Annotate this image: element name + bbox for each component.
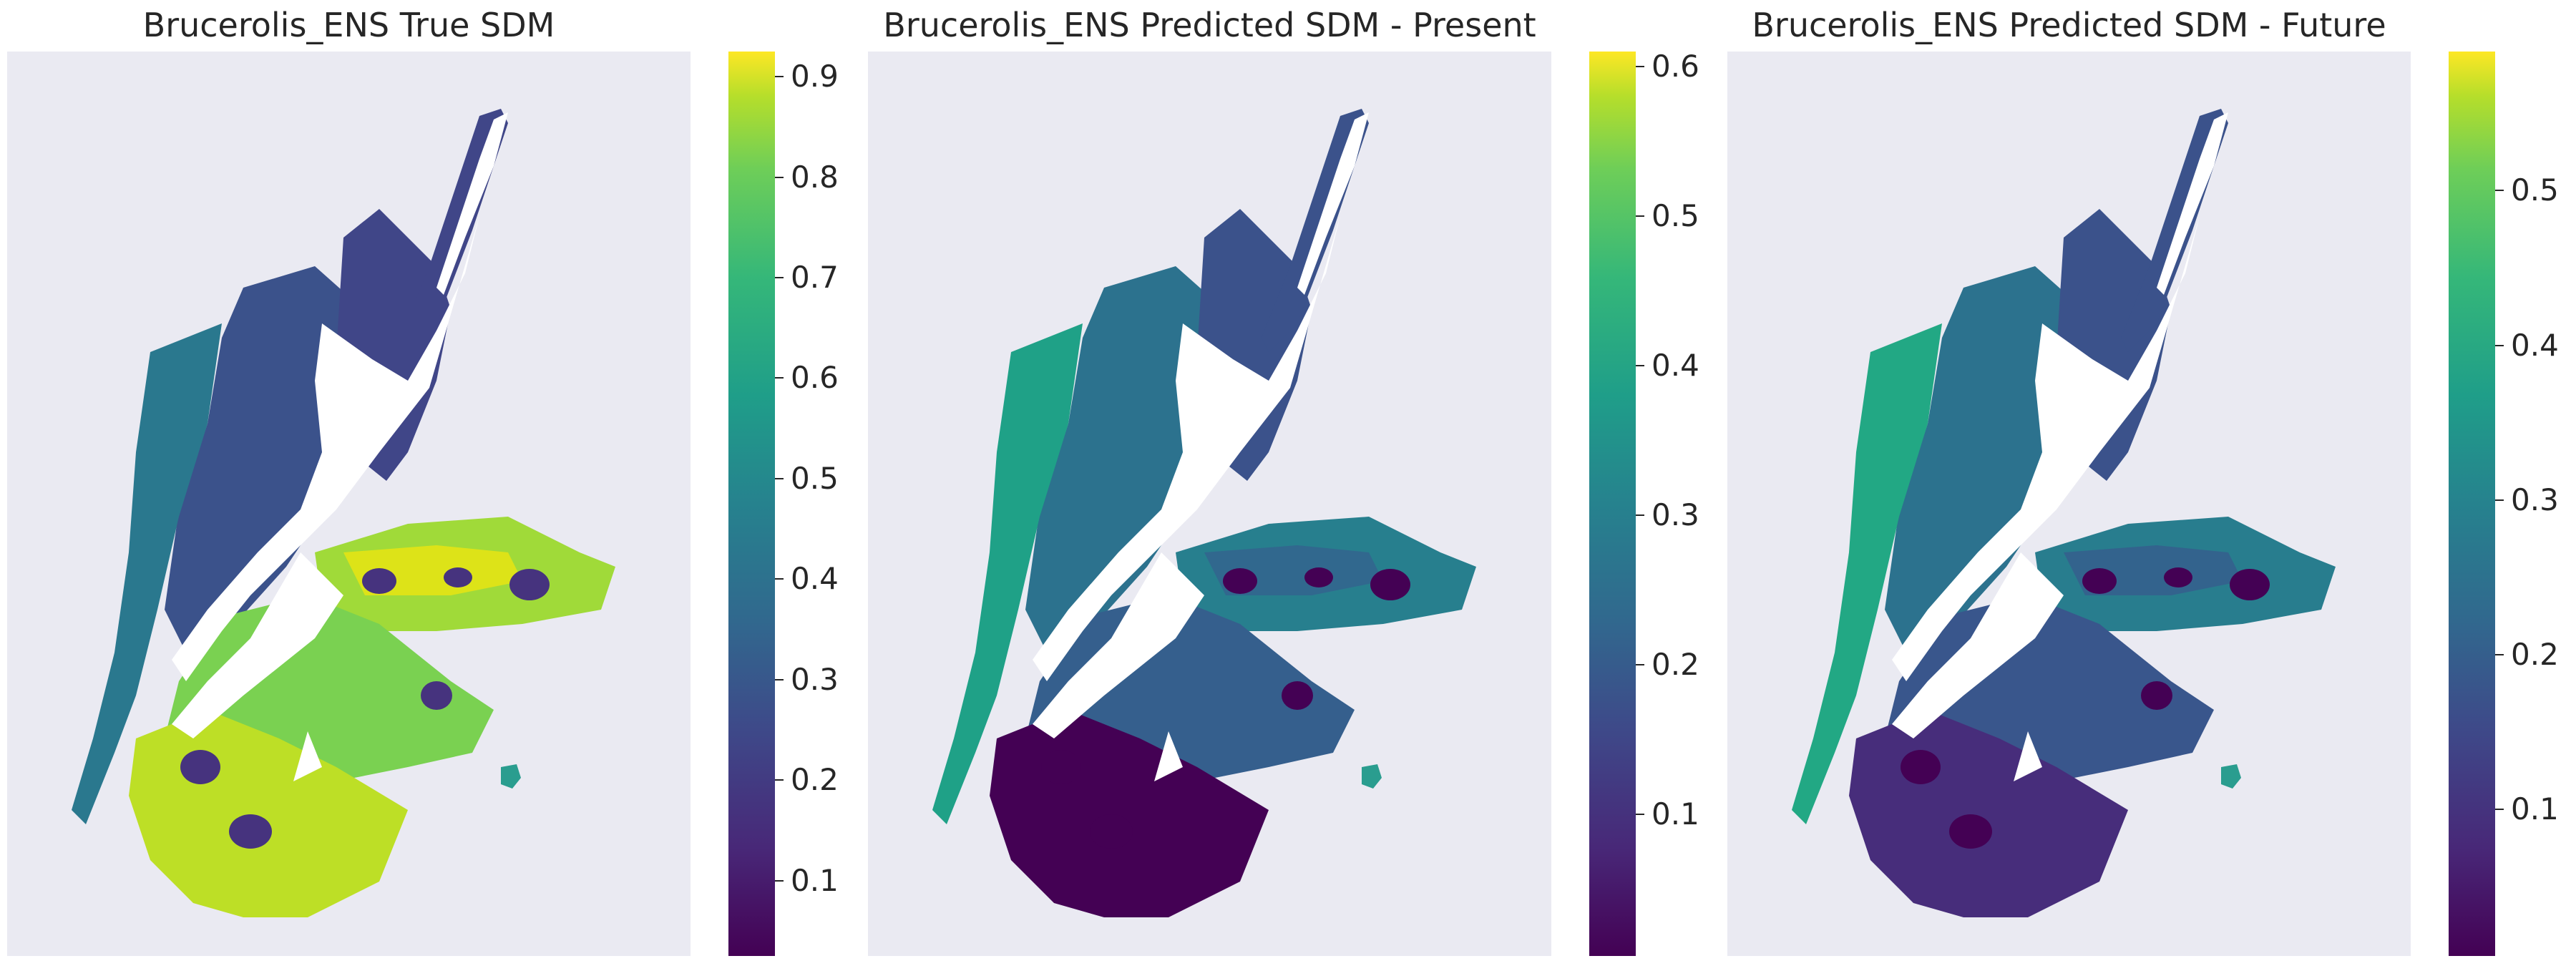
colorbar-tick-label: 0.5	[2511, 172, 2559, 208]
map-future-svg	[1792, 109, 2336, 917]
colorbar-tick-mark	[775, 377, 784, 379]
sdm-low-spot	[1949, 814, 1992, 849]
colorbar-ticks-present: 0.1 0.2 0.3 0.4 0.5 0.6	[1636, 49, 1736, 956]
sdm-low-spot	[2230, 569, 2270, 600]
map-true-sdm-svg	[72, 109, 615, 917]
panel-title-present: Brucerolis_ENS Predicted SDM - Present	[883, 6, 1536, 44]
sdm-low-spot	[444, 567, 472, 587]
colorbar-tick-mark	[775, 879, 784, 882]
colorbar-tick-mark	[1636, 65, 1644, 67]
sdm-low-spot	[1041, 750, 1081, 784]
colorbar-true	[728, 52, 775, 956]
land-mass	[1297, 112, 1369, 295]
panel-title-future: Brucerolis_ENS Predicted SDM - Future	[1752, 6, 2386, 44]
map-true-sdm	[7, 52, 691, 956]
sdm-low-spot	[1304, 567, 1333, 587]
sdm-low-spot	[509, 569, 550, 600]
sdm-low-spot	[1282, 681, 1313, 710]
map-predicted-future	[1727, 52, 2411, 956]
colorbar-ticks-true: 0.1 0.2 0.3 0.4 0.5 0.6 0.7 0.8 0.9	[775, 52, 875, 956]
colorbar-tick-label: 0.2	[791, 762, 839, 798]
map-layer	[1792, 109, 2336, 917]
colorbar-tick-label: 0.6	[1652, 48, 1699, 84]
colorbar-tick-label: 0.2	[1652, 646, 1699, 682]
colorbar-tick-mark	[775, 477, 784, 479]
sdm-low-spot	[362, 568, 396, 594]
colorbar-tick-label: 0.5	[1652, 197, 1699, 233]
colorbar-tick-mark	[1636, 813, 1644, 815]
sdm-low-spot	[229, 814, 272, 849]
land-mass	[1033, 216, 1340, 681]
sdm-low-spot	[2141, 681, 2172, 710]
colorbar-tick-mark	[1636, 364, 1644, 366]
colorbar-tick-label: 0.7	[791, 260, 839, 295]
sdm-region-islet	[501, 764, 521, 789]
sdm-region-coastal	[72, 323, 222, 824]
colorbar-tick-mark	[775, 76, 784, 78]
colorbar-tick-mark	[1636, 663, 1644, 665]
sdm-low-spot	[421, 681, 452, 710]
colorbar-tick-mark	[775, 277, 784, 278]
colorbar-tick-mark	[775, 176, 784, 178]
land-mass	[172, 552, 343, 738]
sdm-low-spot	[2164, 567, 2192, 587]
land-mass	[1892, 216, 2200, 681]
map-predicted-present	[868, 52, 1551, 956]
colorbar-tick-label: 0.4	[1652, 347, 1699, 383]
sdm-low-spot	[1090, 814, 1133, 849]
sdm-region-islet	[1362, 764, 1382, 789]
land-mass	[1154, 731, 1183, 781]
colorbar-tick-label: 0.1	[791, 862, 839, 898]
colorbar-tick-label: 0.4	[791, 561, 839, 597]
colorbar-tick-label: 0.8	[791, 159, 839, 195]
colorbar-future	[2449, 52, 2495, 956]
colorbar-tick-mark	[2495, 190, 2504, 192]
sdm-low-spot	[180, 750, 220, 784]
colorbar-tick-label: 0.5	[791, 460, 839, 496]
colorbar-tick-label: 0.3	[791, 661, 839, 697]
colorbar-tick-mark	[2495, 653, 2504, 655]
sdm-low-spot	[1223, 568, 1257, 594]
colorbar-tick-mark	[775, 678, 784, 680]
map-present-svg	[932, 109, 1476, 917]
colorbar-tick-label: 0.4	[2511, 327, 2559, 363]
colorbar-tick-label: 0.3	[1652, 497, 1699, 532]
colorbar-ticks-future: 0.1 0.2 0.3 0.4 0.5	[2495, 52, 2576, 956]
land-mass	[172, 216, 479, 681]
map-layer	[932, 109, 1476, 917]
colorbar-tick-label: 0.1	[1652, 796, 1699, 831]
map-layer	[72, 109, 615, 917]
colorbar-tick-label: 0.3	[2511, 482, 2559, 517]
sdm-region-islet	[2221, 764, 2241, 789]
panel-title-true: Brucerolis_ENS True SDM	[142, 6, 555, 44]
sdm-region-coastal	[1792, 323, 1942, 824]
land-mass	[2014, 731, 2042, 781]
sdm-region-coastal	[932, 323, 1083, 824]
colorbar-tick-mark	[1636, 514, 1644, 516]
colorbar-tick-label: 0.1	[2511, 791, 2559, 826]
colorbar-tick-mark	[2495, 344, 2504, 346]
land-mass	[2157, 112, 2228, 295]
land-mass	[293, 731, 322, 781]
colorbar-tick-label: 0.6	[791, 360, 839, 396]
land-mass	[436, 112, 508, 295]
colorbar-tick-label: 0.9	[791, 59, 839, 94]
land-mass	[1033, 552, 1204, 738]
land-mass	[1892, 552, 2064, 738]
colorbar-tick-label: 0.2	[2511, 636, 2559, 672]
colorbar-tick-mark	[1636, 215, 1644, 217]
colorbar-tick-mark	[775, 779, 784, 781]
colorbar-tick-mark	[2495, 499, 2504, 501]
colorbar-present	[1589, 52, 1636, 956]
sdm-low-spot	[2082, 568, 2117, 594]
sdm-low-spot	[1370, 569, 1410, 600]
colorbar-tick-mark	[2495, 808, 2504, 810]
sdm-low-spot	[1901, 750, 1941, 784]
colorbar-tick-mark	[775, 578, 784, 580]
